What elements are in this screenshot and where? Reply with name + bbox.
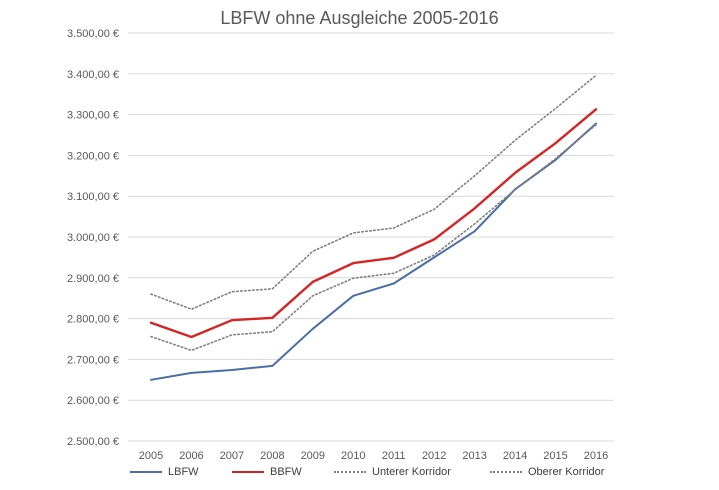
x-tick-label-2015: 2015 — [543, 450, 567, 462]
x-tick-label-2008: 2008 — [260, 450, 284, 462]
series-line-bbfw — [149, 108, 598, 339]
series-line-unterer-korridor — [150, 124, 597, 352]
legend-label: LBFW — [168, 466, 199, 478]
x-tick-label-2005: 2005 — [139, 450, 163, 462]
legend-swatch — [334, 471, 366, 473]
x-tick-label-2009: 2009 — [301, 450, 325, 462]
series-line-lbfw — [150, 122, 597, 381]
x-tick-label-2007: 2007 — [220, 450, 244, 462]
x-tick-label-2006: 2006 — [179, 450, 203, 462]
x-tick-label-2013: 2013 — [462, 450, 486, 462]
legend-item: LBFW — [130, 463, 199, 481]
chart-legend: LBFW BBFW Unterer Korridor Oberer Korridor — [0, 463, 719, 481]
legend-swatch — [232, 471, 264, 473]
legend-item: BBFW — [232, 463, 302, 481]
x-tick-label-2010: 2010 — [341, 450, 365, 462]
y-tick-label: 3.300,00 € — [67, 110, 119, 122]
legend-item: Oberer Korridor — [490, 463, 604, 481]
y-tick-label: 2.800,00 € — [67, 314, 119, 326]
y-tick-label: 3.400,00 € — [67, 69, 119, 81]
y-tick-label: 3.000,00 € — [67, 232, 119, 244]
y-tick-label: 2.900,00 € — [67, 273, 119, 285]
x-tick-label-2014: 2014 — [503, 450, 527, 462]
y-tick-label: 3.100,00 € — [67, 191, 119, 203]
x-tick-label-2011: 2011 — [382, 450, 406, 462]
chart-title: LBFW ohne Ausgleiche 2005-2016 — [220, 8, 499, 28]
legend-label: Oberer Korridor — [528, 466, 605, 478]
y-tick-label: 2.700,00 € — [67, 354, 119, 366]
series-line-oberer-korridor — [150, 74, 597, 311]
y-tick-label: 2.600,00 € — [67, 395, 119, 407]
y-tick-label: 2.500,00 € — [67, 436, 119, 448]
legend-swatch — [130, 471, 162, 473]
y-tick-label: 3.500,00 € — [67, 28, 119, 40]
legend-label: Unterer Korridor — [372, 466, 451, 478]
x-tick-label-2016: 2016 — [584, 450, 608, 462]
legend-item: Unterer Korridor — [334, 463, 451, 481]
legend-swatch — [490, 471, 522, 473]
y-tick-label: 3.200,00 € — [67, 150, 119, 162]
x-tick-label-2012: 2012 — [422, 450, 446, 462]
legend-label: BBFW — [270, 466, 302, 478]
